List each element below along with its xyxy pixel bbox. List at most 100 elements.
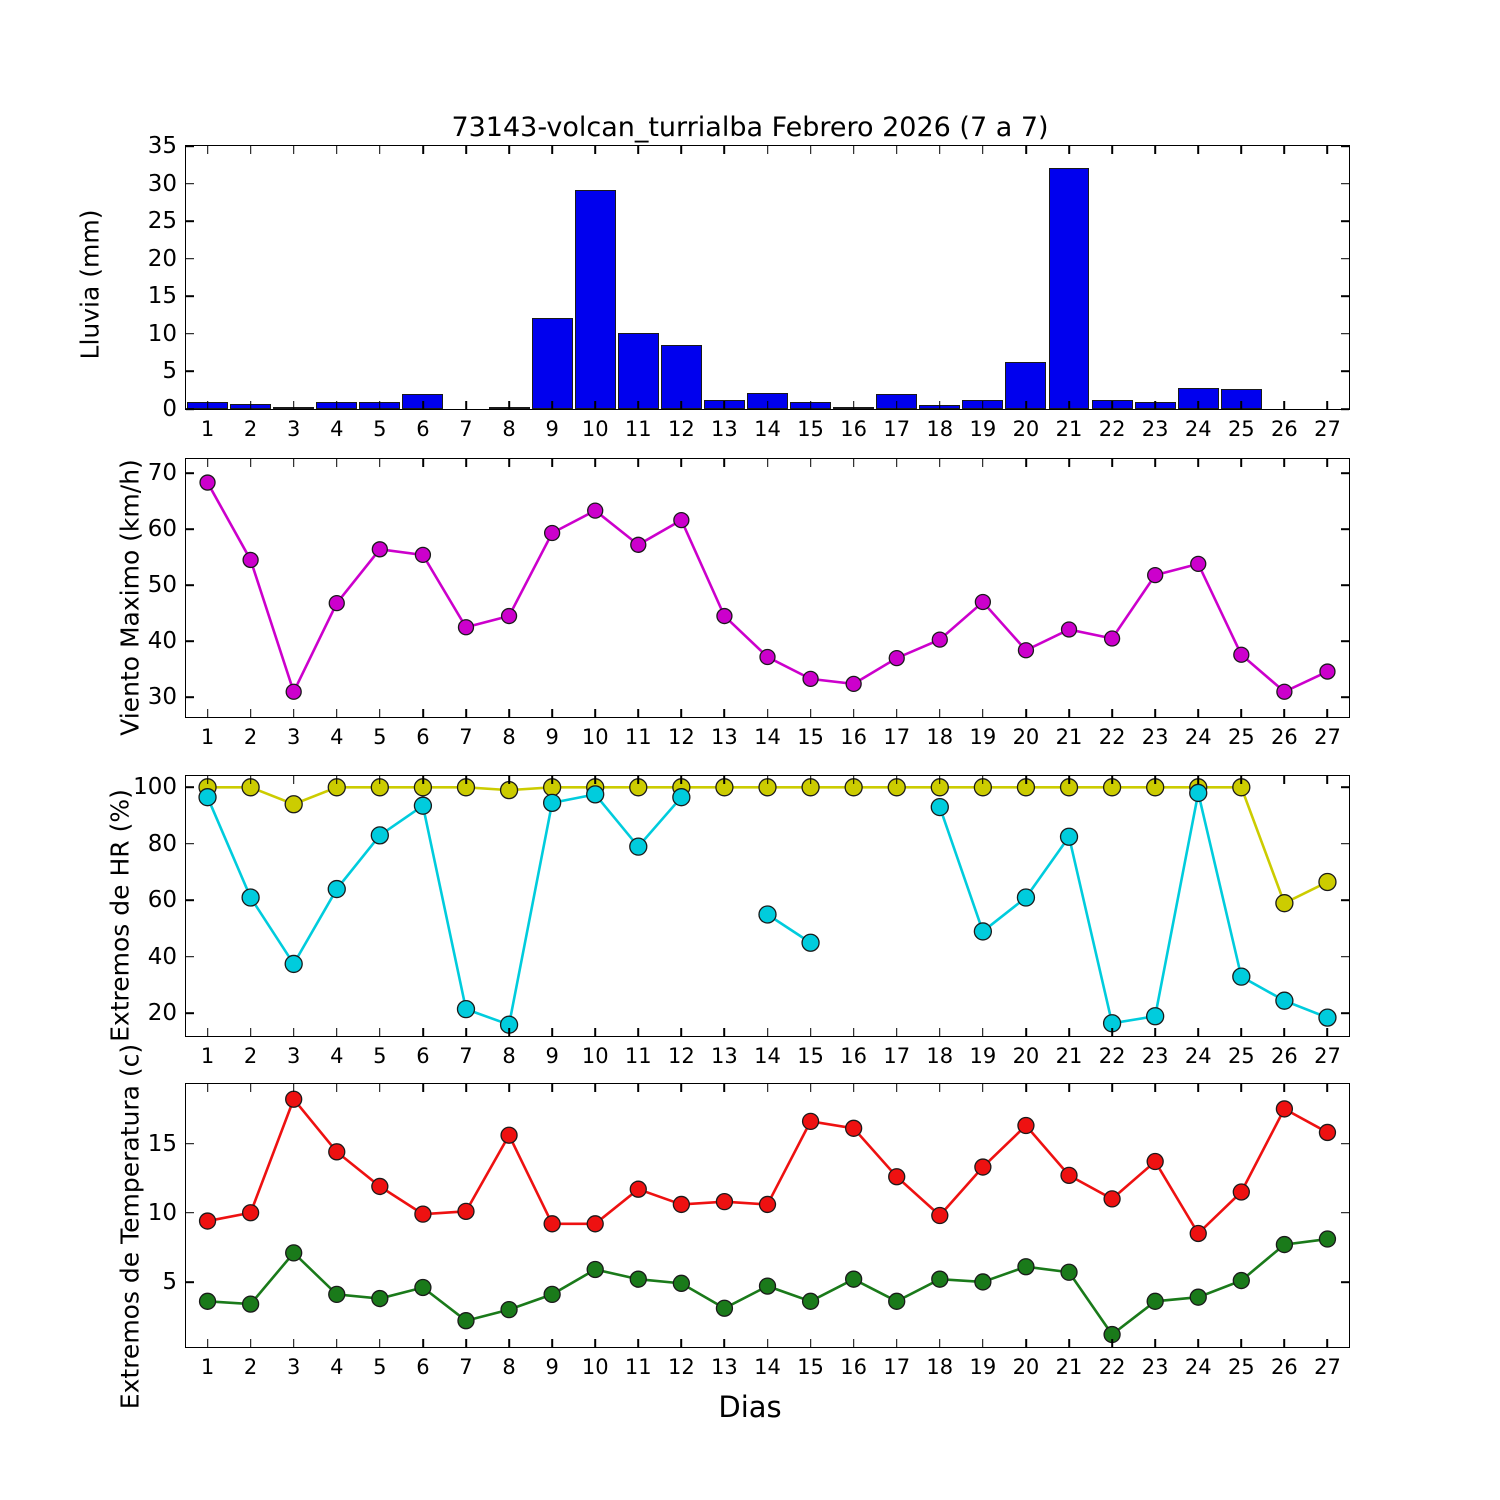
x-tick-mark bbox=[292, 459, 295, 467]
x-tick-mark bbox=[680, 459, 683, 467]
x-tick-mark bbox=[292, 1339, 295, 1347]
x-tick-label: 26 bbox=[1271, 417, 1298, 441]
y-tick-label: 0 bbox=[162, 396, 177, 422]
series-layer bbox=[199, 474, 1336, 700]
data-point bbox=[543, 1215, 561, 1233]
x-tick-mark bbox=[680, 401, 683, 409]
data-point bbox=[241, 1204, 260, 1222]
y-tick-mark bbox=[186, 333, 194, 335]
data-point bbox=[845, 1119, 863, 1137]
x-tick-mark bbox=[422, 709, 424, 717]
x-tick-label: 25 bbox=[1227, 417, 1255, 441]
x-tick-label: 6 bbox=[416, 417, 430, 441]
x-tick-mark bbox=[982, 776, 984, 784]
data-point bbox=[1319, 663, 1336, 680]
x-tick-mark bbox=[206, 146, 209, 154]
x-tick-mark bbox=[766, 146, 769, 154]
x-tick-mark bbox=[680, 146, 683, 154]
x-tick-label: 16 bbox=[840, 417, 868, 441]
data-point bbox=[1275, 991, 1294, 1010]
x-tick-label: 8 bbox=[502, 1355, 516, 1379]
x-tick-label: 12 bbox=[667, 1044, 695, 1068]
x-tick-mark bbox=[379, 776, 381, 784]
x-tick-mark bbox=[206, 1084, 209, 1092]
x-tick-mark bbox=[895, 709, 898, 717]
x-tick-mark bbox=[938, 776, 941, 784]
data-point bbox=[1060, 1166, 1078, 1185]
x-tick-label: 16 bbox=[840, 1355, 868, 1379]
x-tick-mark bbox=[895, 459, 898, 467]
data-point bbox=[371, 1289, 389, 1308]
y-tick-mark bbox=[186, 182, 194, 185]
x-tick-label: 25 bbox=[1227, 725, 1255, 749]
x-tick-mark bbox=[1025, 1028, 1027, 1036]
x-tick-mark bbox=[852, 459, 855, 467]
x-tick-label: 1 bbox=[200, 725, 215, 749]
data-point bbox=[801, 933, 820, 952]
data-point bbox=[801, 1292, 820, 1310]
data-point bbox=[758, 1195, 777, 1214]
y-tick-label: 40 bbox=[147, 628, 177, 655]
data-point bbox=[327, 879, 346, 899]
x-tick-mark bbox=[1326, 1028, 1329, 1036]
data-point bbox=[242, 551, 259, 569]
x-tick-mark bbox=[594, 1084, 596, 1092]
data-point bbox=[500, 1126, 518, 1144]
data-point bbox=[888, 649, 905, 667]
panel-temperatura: 5 10 15 1 2 3 4 5 6 7 8 9 10 11 12 13 14 15 16 17 18 19 20 21 22… bbox=[148, 1083, 1350, 1379]
x-tick-label: 7 bbox=[459, 725, 473, 749]
x-tick-mark bbox=[1025, 459, 1027, 467]
data-point bbox=[1146, 1007, 1165, 1026]
y-tick-mark bbox=[1341, 472, 1349, 474]
x-tick-label: 10 bbox=[581, 417, 609, 441]
x-tick-mark bbox=[680, 709, 683, 717]
x-tick-mark bbox=[1154, 1339, 1156, 1347]
x-tick-label: 4 bbox=[330, 725, 344, 749]
y-tick-label: 30 bbox=[147, 684, 177, 711]
x-tick-label: 24 bbox=[1184, 1355, 1212, 1379]
series-line bbox=[938, 792, 1328, 1025]
panel-viento: 30 40 50 60 70 1 2 3 4 5 6 7 8 9 10 11 12 13 14 15 16 17 18 19 2… bbox=[148, 458, 1350, 749]
data-point bbox=[1275, 1100, 1294, 1118]
panel-hr: 20 40 60 80 100 1 2 3 4 5 6 7 8 9 10 11 12 13 14 15 16 17 18 19… bbox=[133, 774, 1350, 1068]
x-tick-mark bbox=[637, 401, 640, 409]
series-layer bbox=[198, 778, 1337, 1034]
x-tick-mark bbox=[766, 1028, 769, 1036]
data-point bbox=[413, 796, 433, 815]
x-tick-mark bbox=[249, 709, 252, 717]
x-tick-mark bbox=[206, 776, 209, 784]
data-point bbox=[1275, 1235, 1294, 1254]
x-tick-label: 11 bbox=[624, 417, 652, 441]
y-tick-mark bbox=[1341, 584, 1349, 586]
x-tick-label: 21 bbox=[1055, 1355, 1083, 1379]
x-tick-mark bbox=[1240, 1339, 1243, 1347]
x-tick-label: 20 bbox=[1012, 1044, 1040, 1068]
x-tick-label: 13 bbox=[711, 417, 738, 441]
x-tick-label: 14 bbox=[754, 1355, 781, 1379]
x-tick-label: 8 bbox=[502, 725, 516, 749]
y-tick-mark bbox=[1341, 843, 1349, 845]
x-tick-mark bbox=[1197, 1084, 1200, 1092]
x-tick-mark bbox=[292, 776, 295, 784]
x-tick-mark bbox=[1326, 1339, 1329, 1347]
x-tick-label: 24 bbox=[1184, 1044, 1212, 1068]
y-tick-mark bbox=[1341, 257, 1349, 260]
x-tick-mark bbox=[1111, 146, 1113, 154]
panel-lluvia: 0 5 10 15 20 25 30 35 1 2 3 4 5 6 7 8 9 10 11 12 13 14 15 16 17 1… bbox=[148, 133, 1350, 441]
x-tick-label: 14 bbox=[754, 1044, 781, 1068]
x-tick-mark bbox=[1283, 1084, 1286, 1092]
series-line bbox=[206, 792, 683, 1027]
x-tick-mark bbox=[1111, 401, 1113, 409]
data-point bbox=[672, 1195, 691, 1214]
x-tick-label: 4 bbox=[330, 1044, 344, 1068]
x-tick-mark bbox=[982, 146, 984, 154]
x-tick-mark bbox=[1068, 1339, 1070, 1347]
x-tick-mark bbox=[1111, 709, 1113, 717]
x-tick-label: 7 bbox=[459, 1044, 473, 1068]
data-point bbox=[457, 1202, 475, 1220]
x-tick-mark bbox=[594, 459, 596, 467]
x-tick-mark bbox=[766, 776, 769, 784]
x-tick-mark bbox=[1326, 146, 1329, 154]
data-point bbox=[284, 954, 303, 974]
x-tick-label: 2 bbox=[243, 417, 258, 441]
